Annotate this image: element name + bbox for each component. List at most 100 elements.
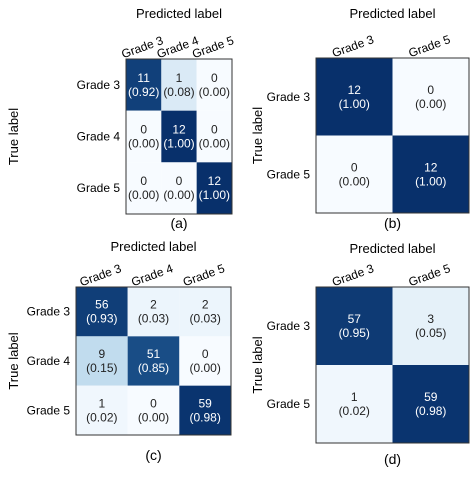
cell-count-label: 0 <box>202 347 209 361</box>
matrix-cell <box>316 287 393 365</box>
x-tick-label: Grade 5 <box>181 261 227 289</box>
cell-fraction-label: (0.03) <box>138 312 169 326</box>
matrix-cell <box>161 162 197 214</box>
cell-count-label: 3 <box>427 312 434 326</box>
cell-count-label: 0 <box>176 174 183 188</box>
cell-count-label: 1 <box>351 390 358 404</box>
panel-label: (c) <box>145 447 161 463</box>
cell-count-label: 51 <box>147 347 161 361</box>
matrix-cell <box>316 135 393 213</box>
cell-count-label: 0 <box>211 123 218 137</box>
matrix-cell <box>127 385 180 435</box>
cell-count-label: 12 <box>208 174 222 188</box>
cell-count-label: 57 <box>348 312 362 326</box>
cell-fraction-label: (0.98) <box>415 404 446 418</box>
cell-count-label: 0 <box>211 71 218 85</box>
y-tick-label: Grade 3 <box>267 90 311 104</box>
matrix-cell <box>392 287 469 365</box>
y-tick-label: Grade 4 <box>77 130 121 144</box>
y-tick-label: Grade 5 <box>267 397 311 411</box>
cell-count-label: 56 <box>95 298 109 312</box>
x-tick-label: Grade 5 <box>407 261 453 289</box>
predicted-label-title: Predicted label <box>136 6 222 21</box>
matrix-cell <box>392 135 469 213</box>
true-label-axis-title: True label <box>250 107 265 164</box>
y-tick-label: Grade 4 <box>27 354 71 368</box>
cell-fraction-label: (0.00) <box>163 188 194 202</box>
cell-fraction-label: (0.05) <box>415 326 446 340</box>
matrix-cell <box>161 59 197 111</box>
cell-fraction-label: (1.00) <box>163 137 194 151</box>
y-tick-label: Grade 3 <box>77 78 121 92</box>
cell-fraction-label: (1.00) <box>415 174 446 188</box>
matrix-cell <box>392 58 469 136</box>
cell-fraction-label: (1.00) <box>199 188 230 202</box>
cell-fraction-label: (0.03) <box>189 312 220 326</box>
cell-fraction-label: (0.93) <box>86 312 117 326</box>
matrix-cell <box>126 110 162 163</box>
cell-fraction-label: (0.15) <box>86 361 117 375</box>
true-label-axis-title: True label <box>6 108 21 165</box>
cell-count-label: 1 <box>98 396 105 410</box>
x-tick-label: Grade 3 <box>330 32 376 60</box>
cell-count-label: 59 <box>198 396 212 410</box>
x-tick-label: Grade 3 <box>330 261 376 289</box>
matrix-cell <box>127 287 180 337</box>
cell-count-label: 59 <box>424 390 438 404</box>
predicted-label-title: Predicted label <box>111 239 197 254</box>
cell-count-label: 0 <box>351 160 358 174</box>
matrix-cell <box>196 59 232 111</box>
confusion-matrix-panel-4: 57(0.95) 3(0.05) 1(0.02) 59(0.98) Predicted … <box>250 241 470 467</box>
y-tick-label: Grade 5 <box>77 181 121 195</box>
cell-count-label: 12 <box>424 160 438 174</box>
cell-fraction-label: (0.92) <box>128 85 159 99</box>
cell-count-label: 12 <box>172 123 186 137</box>
y-tick-label: Grade 5 <box>267 167 311 181</box>
confusion-matrix-panel-1: 11(0.92)1(0.08)0(0.00)0(0.00)12(1.00)0(0… <box>6 6 236 231</box>
matrix-border <box>125 58 233 215</box>
cell-fraction-label: (0.02) <box>339 404 370 418</box>
cell-count-label: 12 <box>348 83 362 97</box>
matrix-cell <box>126 162 162 214</box>
matrix-cell <box>127 336 180 386</box>
cell-fraction-label: (0.00) <box>199 137 230 151</box>
x-tick-label: Grade 3 <box>78 261 124 289</box>
predicted-label-title: Predicted label <box>350 6 436 21</box>
confusion-matrix-panel-2: 12(1.00)0(0.00)0(0.00)12(1.00)Predicted … <box>250 6 470 231</box>
cell-fraction-label: (0.00) <box>189 361 220 375</box>
matrix-border <box>315 286 470 444</box>
x-tick-label: Grade 4 <box>129 261 175 289</box>
matrix-cell <box>196 162 232 214</box>
matrix-cell <box>76 287 128 337</box>
cell-count-label: 2 <box>202 298 209 312</box>
matrix-cell <box>126 59 162 111</box>
y-tick-label: Grade 5 <box>27 403 71 417</box>
cell-fraction-label: (1.00) <box>339 97 370 111</box>
cell-fraction-label: (0.00) <box>199 85 230 99</box>
matrix-cell <box>76 336 128 386</box>
y-tick-label: Grade 3 <box>267 319 311 333</box>
confusion-matrix-panel-3: 56(0.93)2(0.03)2(0.03)9(0.15)51(0.85)0(0… <box>6 239 232 463</box>
true-label-axis-title: True label <box>6 332 21 389</box>
cell-count-label: 0 <box>140 174 147 188</box>
matrix-cell <box>179 385 231 435</box>
x-tick-label: Grade 5 <box>407 32 453 60</box>
matrix-border <box>75 286 232 436</box>
cell-fraction-label: (0.02) <box>86 410 117 424</box>
cell-fraction-label: (0.98) <box>189 410 220 424</box>
panel-label: (a) <box>170 215 187 231</box>
matrix-cell <box>316 58 393 136</box>
cell-count-label: 1 <box>176 71 183 85</box>
cell-fraction-label: (0.00) <box>128 137 159 151</box>
cell-fraction-label: (0.08) <box>163 85 194 99</box>
cell-count-label: 0 <box>150 396 157 410</box>
matrix-cell <box>161 110 197 163</box>
true-label-axis-title: True label <box>250 336 265 393</box>
matrix-border <box>315 57 470 214</box>
cell-count-label: 11 <box>137 71 150 85</box>
cell-count-label: 9 <box>98 347 105 361</box>
cell-fraction-label: (0.00) <box>138 410 169 424</box>
matrix-cell <box>179 287 231 337</box>
y-tick-label: Grade 3 <box>27 305 71 319</box>
